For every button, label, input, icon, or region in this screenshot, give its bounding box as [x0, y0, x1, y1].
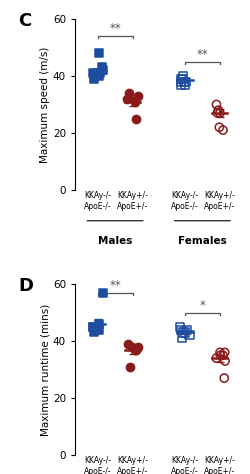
Point [125, 95, 129, 102]
Point [182, 78, 186, 85]
Point [218, 349, 222, 356]
Point [223, 349, 227, 356]
Point [223, 357, 227, 365]
Point [101, 66, 105, 74]
Point [184, 78, 188, 85]
Point [97, 320, 101, 328]
Text: **: ** [196, 48, 208, 61]
Point [126, 340, 130, 347]
Point [214, 355, 218, 362]
Point [181, 72, 185, 80]
Point [92, 72, 96, 80]
Point [98, 69, 102, 77]
Point [134, 346, 138, 354]
Point [92, 328, 96, 336]
Point [218, 352, 222, 359]
Point [216, 106, 220, 114]
Y-axis label: Maximum runtime (mins): Maximum runtime (mins) [40, 303, 50, 436]
Point [221, 352, 225, 359]
Point [136, 92, 140, 100]
Point [218, 109, 222, 117]
Point [130, 343, 134, 351]
Text: D: D [18, 277, 33, 295]
Point [97, 326, 101, 333]
Point [178, 323, 182, 330]
Point [92, 75, 96, 82]
Point [97, 72, 101, 80]
Point [179, 81, 183, 88]
Point [217, 123, 221, 131]
Point [100, 64, 104, 71]
Point [179, 326, 183, 333]
Y-axis label: Maximum speed (m/s): Maximum speed (m/s) [40, 46, 50, 163]
Point [183, 328, 187, 336]
Text: **: ** [109, 22, 121, 36]
Point [97, 49, 101, 57]
Point [221, 127, 225, 134]
Point [222, 374, 226, 382]
Point [214, 100, 218, 108]
Text: **: ** [109, 279, 121, 292]
Point [133, 346, 137, 354]
Point [91, 69, 95, 77]
Point [180, 334, 184, 342]
Text: C: C [18, 12, 31, 30]
Point [188, 331, 192, 339]
Point [94, 69, 98, 77]
Point [101, 289, 105, 296]
Point [216, 109, 220, 117]
Point [128, 363, 132, 371]
Point [179, 78, 183, 85]
Point [181, 328, 185, 336]
Point [136, 343, 140, 351]
Text: Females: Females [178, 236, 227, 246]
Text: Males: Males [98, 236, 132, 246]
Text: *: * [200, 299, 205, 312]
Point [91, 323, 95, 330]
Point [180, 75, 184, 82]
Point [183, 81, 187, 88]
Point [185, 326, 189, 333]
Point [134, 115, 138, 122]
Point [90, 323, 94, 330]
Point [127, 89, 131, 97]
Point [180, 75, 184, 82]
Point [133, 98, 137, 105]
